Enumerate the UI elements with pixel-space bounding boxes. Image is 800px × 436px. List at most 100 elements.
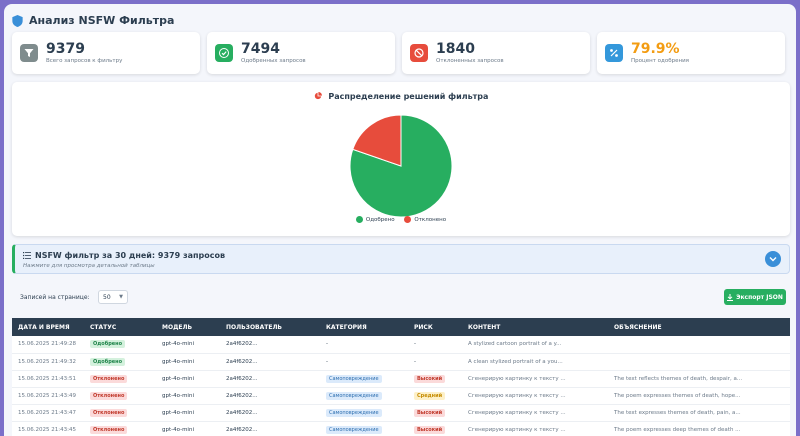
cell-explanation: The poem expresses themes of death, hope…	[614, 392, 741, 399]
legend-label: Отклонено	[414, 216, 447, 223]
table-header-row: Дата и время Статус Модель Пользователь …	[12, 318, 790, 336]
dashboard: Анализ NSFW Фильтра 9379 Всего запросов …	[4, 4, 796, 436]
cell-date: 15.06.2025 21:49:28	[18, 341, 76, 348]
cell-status: Отклонено	[84, 387, 156, 404]
column-header-content[interactable]: Контент	[468, 323, 501, 331]
cell-content: Сгенерирую картинку к тексту ...	[468, 409, 566, 416]
table-row[interactable]: 15.06.2025 21:43:45 Отклонено gpt-4o-mini 2…	[12, 421, 790, 436]
column-header-risk[interactable]: Риск	[414, 323, 433, 331]
cell-category: Самоповреждение	[320, 404, 408, 421]
cell-explanation	[608, 336, 790, 353]
status-badge: Одобрено	[90, 357, 126, 366]
per-page-select[interactable]: 50 ▼	[98, 290, 128, 304]
category-badge: Самоповреждение	[326, 408, 382, 417]
cell-content: A stylized cartoon portrait of a y...	[468, 341, 562, 348]
chevron-down-icon: ▼	[119, 294, 123, 300]
table-row[interactable]: 15.06.2025 21:49:32 Одобрено gpt-4o-mini 2a…	[12, 353, 790, 370]
status-badge: Одобрено	[90, 340, 126, 349]
cell-model: gpt-4o-mini	[162, 375, 194, 382]
chart-title: Распределение решений фильтра	[328, 92, 489, 101]
status-badge: Отклонено	[90, 408, 128, 417]
status-badge: Отклонено	[90, 391, 128, 400]
banner-subtitle: Нажмите для просмотра детальной таблицы	[23, 263, 155, 269]
cell-content: Сгенерирую картинку к тексту ...	[468, 392, 566, 399]
stat-value: 79.9%	[631, 41, 680, 57]
legend-swatch	[404, 216, 412, 223]
cell-content: Сгенерирую картинку к тексту ...	[468, 426, 566, 433]
table-row[interactable]: 15.06.2025 21:43:47 Отклонено gpt-4o-mini 2…	[12, 404, 790, 421]
cell-risk: Средний	[408, 387, 462, 404]
cell-risk: Высокий	[408, 370, 462, 387]
stat-label: Отклоненных запросов	[436, 58, 504, 64]
shield-icon	[12, 14, 23, 27]
cell-status: Одобрено	[84, 336, 156, 353]
pie-chart	[349, 114, 453, 218]
cell-category: Самоповреждение	[320, 370, 408, 387]
cell-user: 2a4f6202...	[226, 341, 258, 348]
risk-badge: Высокий	[414, 408, 446, 417]
cell-risk: -	[414, 341, 416, 348]
column-header-status[interactable]: Статус	[90, 323, 117, 331]
cell-category: -	[326, 358, 328, 365]
cell-explanation	[608, 353, 790, 370]
list-icon	[23, 252, 31, 259]
cell-risk: -	[414, 358, 416, 365]
filter-icon	[20, 44, 38, 62]
pie-slice-rejected[interactable]	[352, 114, 402, 167]
status-badge: Отклонено	[90, 425, 128, 434]
expand-button[interactable]	[765, 251, 781, 267]
stat-label: Одобренных запросов	[241, 58, 306, 64]
stat-label: Процент одобрения	[631, 58, 689, 64]
cell-user: 2a4f6202...	[226, 358, 258, 365]
column-header-category[interactable]: Категория	[326, 323, 367, 331]
category-badge: Самоповреждение	[326, 391, 382, 400]
pie-slice-approved[interactable]	[349, 114, 453, 218]
risk-badge: Высокий	[414, 425, 446, 434]
legend-label: Одобрено	[365, 216, 395, 223]
table-row[interactable]: 15.06.2025 21:43:49 Отклонено gpt-4o-mini 2…	[12, 387, 790, 404]
column-header-explanation[interactable]: Объяснение	[614, 323, 662, 331]
cell-model: gpt-4o-mini	[162, 392, 194, 399]
legend-item-approved[interactable]: Одобрено	[355, 216, 395, 223]
stat-card-approved: 7494 Одобренных запросов	[207, 32, 395, 74]
requests-table: Дата и время Статус Модель Пользователь …	[12, 318, 790, 436]
cell-explanation: The poem expresses deep themes of death …	[614, 426, 741, 433]
column-header-model[interactable]: Модель	[162, 323, 193, 331]
cell-explanation: The text reflects themes of death, despa…	[614, 375, 743, 382]
page-title: Анализ NSFW Фильтра	[29, 14, 175, 27]
stat-card-total: 9379 Всего запросов к фильтру	[12, 32, 200, 74]
banner-title-row: NSFW фильтр за 30 дней: 9379 запросов	[23, 251, 225, 260]
export-json-button[interactable]: Экспорт JSON	[724, 289, 786, 305]
cell-user: 2a4f6202...	[226, 409, 258, 416]
risk-badge: Высокий	[414, 374, 446, 383]
cell-model: gpt-4o-mini	[162, 409, 194, 416]
cell-category: Самоповреждение	[320, 387, 408, 404]
cell-category: -	[326, 341, 328, 348]
column-header-user[interactable]: Пользователь	[226, 323, 283, 331]
cell-model: gpt-4o-mini	[162, 358, 194, 365]
category-badge: Самоповреждение	[326, 425, 382, 434]
table-row[interactable]: 15.06.2025 21:49:28 Одобрено gpt-4o-mini 2a…	[12, 336, 790, 353]
export-label: Экспорт JSON	[736, 293, 783, 301]
filter-summary-banner[interactable]: NSFW фильтр за 30 дней: 9379 запросов На…	[12, 244, 790, 274]
cell-date: 15.06.2025 21:43:45	[18, 426, 76, 433]
stat-value: 9379	[46, 41, 85, 57]
stat-value: 1840	[436, 41, 475, 57]
ban-icon	[410, 44, 428, 62]
table-row[interactable]: 15.06.2025 21:43:51 Отклонено gpt-4o-mini 2…	[12, 370, 790, 387]
cell-date: 15.06.2025 21:43:51	[18, 375, 76, 382]
per-page-label: Записей на странице:	[20, 294, 90, 301]
stat-label: Всего запросов к фильтру	[46, 58, 123, 64]
cell-user: 2a4f6202...	[226, 392, 258, 399]
cell-content: Сгенерирую картинку к тексту ...	[468, 375, 566, 382]
per-page-value: 50	[103, 293, 111, 301]
column-header-date[interactable]: Дата и время	[18, 323, 70, 331]
cell-user: 2a4f6202...	[226, 426, 258, 433]
pie-chart-icon	[314, 92, 322, 100]
cell-model: gpt-4o-mini	[162, 341, 194, 348]
legend-item-rejected[interactable]: Отклонено	[404, 216, 446, 223]
banner-title: NSFW фильтр за 30 дней: 9379 запросов	[35, 251, 226, 260]
cell-risk: Высокий	[408, 404, 462, 421]
cell-date: 15.06.2025 21:43:49	[18, 392, 76, 399]
check-circle-icon	[215, 44, 233, 62]
